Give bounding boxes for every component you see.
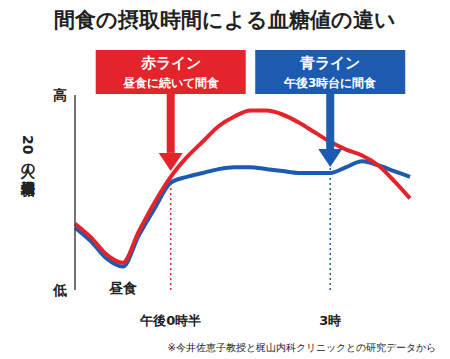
svg-text:昼食: 昼食 (108, 280, 137, 296)
svg-text:3時: 3時 (319, 313, 341, 328)
html-text:20人の平均血糖値: 20人の平均血糖値 (20, 135, 36, 171)
svg-text:低: 低 (52, 282, 67, 298)
svg-text:午後0時半: 午後0時半 (139, 313, 201, 328)
html-text:※今井佐恵子教授と梶山内科クリニックとの研究データから: ※今井佐恵子教授と梶山内科クリニックとの研究データから (167, 342, 436, 353)
html-text:間食の摂取時間による血糖値の違い: 間食の摂取時間による血糖値の違い (54, 8, 396, 32)
svg-text:午後3時台に間食: 午後3時台に間食 (283, 76, 376, 90)
svg-text:昼食に続いて間食: 昼食に続いて間食 (122, 76, 219, 90)
svg-text:青ライン: 青ライン (299, 54, 360, 72)
svg-text:赤ライン: 赤ライン (140, 54, 201, 72)
svg-text:高: 高 (53, 87, 67, 103)
